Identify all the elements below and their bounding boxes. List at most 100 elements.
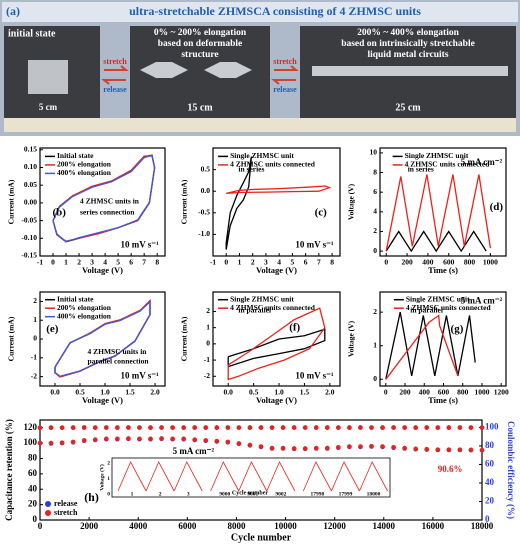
- x-tick-label: 7: [317, 258, 321, 267]
- y-axis-label: Capacitance retention (%): [4, 419, 14, 521]
- y-tick-label: 2: [373, 307, 377, 316]
- inset-curve: [210, 461, 240, 492]
- efficiency-point: [358, 425, 363, 430]
- x-tick-label: 400: [419, 388, 431, 397]
- x-tick-label: 1.0: [274, 388, 284, 397]
- inset-curve: [173, 461, 203, 492]
- x-tick-label: 1.0: [100, 388, 110, 397]
- retention-point: [92, 437, 98, 442]
- efficiency-point: [391, 425, 396, 430]
- x-tick-label: 8: [330, 258, 334, 267]
- x-tick-label: 3: [264, 258, 268, 267]
- y-tick-label: -1.0: [198, 229, 210, 238]
- annotation: 5 mA cm⁻²: [461, 295, 503, 305]
- retention-point: [402, 445, 407, 451]
- annotation: (f): [289, 321, 300, 333]
- legend-swatch: [45, 510, 51, 516]
- retention-point: [446, 447, 452, 452]
- efficiency-point: [380, 425, 385, 430]
- inset-cycle-label: 2: [159, 491, 162, 497]
- inset-x-label: Cycle number: [232, 490, 268, 496]
- x-tick-label: 2.0: [150, 388, 160, 397]
- label: 0% ~ 200% elongation: [154, 28, 247, 38]
- y-tick-label: 4: [373, 207, 377, 216]
- retention-point: [380, 444, 385, 449]
- efficiency-point: [258, 425, 264, 430]
- y-tick-label: -0.5: [198, 208, 210, 217]
- y-axis-label: Current (mA): [180, 316, 189, 361]
- x-tick-label: 1200: [494, 388, 509, 397]
- x-tick-label: 14000: [373, 521, 396, 531]
- y-tick-label: 0: [33, 334, 37, 343]
- label: initial state: [8, 28, 56, 39]
- efficiency-point: [137, 425, 142, 430]
- x-tick-label: 1000: [474, 388, 489, 397]
- legend-label: 400% elongation: [57, 168, 112, 177]
- y-tick-label: 1: [33, 315, 37, 324]
- x-tick-label: 400: [422, 258, 434, 267]
- y2-tick-label: 0: [485, 514, 490, 524]
- y-tick-label: 6: [373, 187, 377, 196]
- retention-point: [269, 445, 275, 451]
- series-line: [226, 185, 332, 195]
- y-tick-label: 1: [373, 340, 377, 349]
- annotation: (c): [315, 206, 328, 218]
- legend-label: 200% elongation: [57, 160, 112, 169]
- plot-frame: [212, 147, 341, 257]
- title-bar: [2, 2, 518, 22]
- y-tick-label: 0: [373, 374, 377, 383]
- retention-point: [126, 436, 131, 441]
- x-axis-label: Cycle number: [231, 532, 292, 543]
- plot-frame: [212, 291, 341, 387]
- inset-curve: [331, 461, 360, 492]
- label: based on deformable: [158, 39, 242, 49]
- x-axis-label: Time (s): [428, 265, 458, 275]
- annotation: in series: [408, 164, 434, 173]
- y-tick-label: 0: [33, 514, 38, 524]
- efficiency-point: [413, 425, 419, 430]
- x-tick-label: 6: [129, 258, 133, 267]
- y-axis-label: Voltage (V): [347, 183, 356, 220]
- inset-cycle-label: 9000: [219, 491, 230, 497]
- retention-point: [391, 445, 396, 450]
- x-tick-label: 1000: [483, 258, 498, 267]
- inset-cycle-label: 18000: [367, 491, 381, 497]
- y-tick-label: -2: [31, 371, 37, 380]
- annotation: in parallel: [238, 306, 271, 315]
- chart: 0 200 400 600 800 1000 1200 0 1 2 Time (s) Voltage …: [347, 291, 509, 405]
- retention-point: [214, 438, 220, 444]
- label: based on intrinsically stretchable: [341, 39, 475, 49]
- x-tick-label: 5: [116, 258, 120, 267]
- legend-swatch: [45, 501, 51, 507]
- x-tick-label: 0: [224, 258, 228, 267]
- x-tick-label: 1: [64, 258, 68, 267]
- efficiency-point: [269, 425, 275, 430]
- x-tick-label: 800: [457, 388, 469, 397]
- legend-label: stretch: [54, 508, 78, 517]
- y2-axis-label: Coulombic efficiency (%): [506, 421, 516, 519]
- y-tick-label: 100: [24, 437, 38, 447]
- inset-cycle-label: 1: [131, 491, 134, 497]
- y-tick-label: 2: [33, 296, 37, 305]
- device: [312, 66, 508, 76]
- inset-cycle-label: 17998: [310, 491, 324, 497]
- annotation: 10 mV s⁻¹: [295, 239, 334, 249]
- y-tick-label: 0.0: [201, 186, 211, 195]
- retention-point: [170, 436, 175, 442]
- y-tick-label: -0.10: [21, 233, 37, 242]
- label: release: [103, 85, 127, 94]
- efficiency-point: [192, 425, 197, 430]
- length: 5 cm: [39, 102, 58, 112]
- x-tick-label: 800: [464, 258, 476, 267]
- legend-label: 4 ZHMSC units connected: [406, 303, 492, 312]
- annotation: 10 mV s⁻¹: [295, 371, 334, 381]
- x-tick-label: 2: [77, 258, 81, 267]
- y-tick-label: 0.05: [24, 180, 37, 189]
- series-line: [385, 230, 487, 253]
- legend-label: 4 ZHMSC units connected: [405, 160, 491, 169]
- x-axis-label: Time (s): [428, 395, 458, 405]
- efficiency-point: [170, 425, 175, 430]
- y-tick-label: 0.10: [24, 162, 37, 171]
- x-tick-label: 0: [384, 388, 388, 397]
